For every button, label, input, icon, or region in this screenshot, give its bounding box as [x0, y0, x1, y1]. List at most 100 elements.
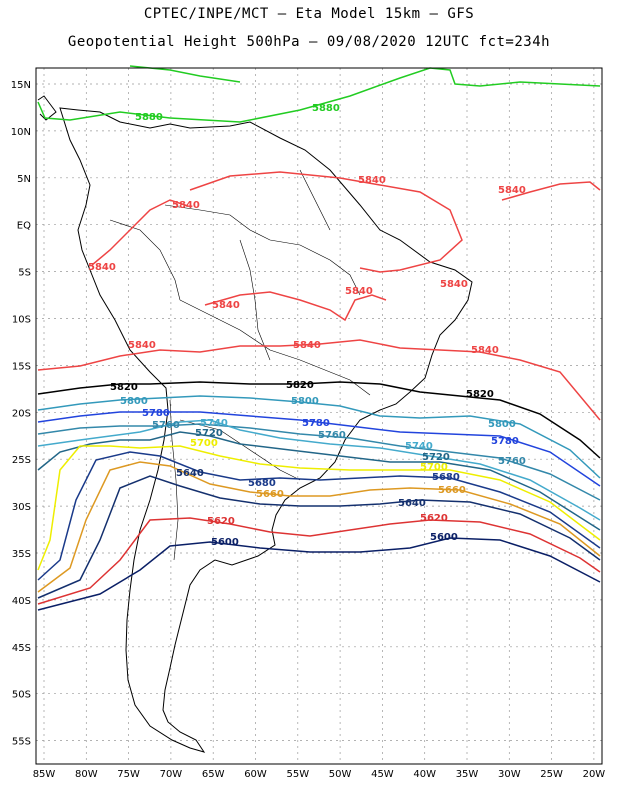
longitude-tick-label: 60W	[244, 769, 267, 780]
contour-5780-line	[37, 411, 601, 487]
contour-label-5840-f: 5840	[345, 286, 373, 297]
latitude-tick-label: 15S	[12, 361, 31, 372]
longitude-tick-label: 70W	[160, 769, 183, 780]
contour-label-5700-a: 5700	[190, 438, 218, 449]
latitude-tick-label: 55S	[12, 737, 31, 748]
map-frame	[35, 67, 603, 765]
contour-label-5740-a: 5740	[200, 418, 228, 429]
contour-label-5720-a: 5720	[195, 428, 223, 439]
contour-label-5820-b: 5820	[286, 380, 314, 391]
contour-label-5640-b: 5640	[398, 498, 426, 509]
latitude-tick-label: 10N	[11, 127, 31, 138]
contour-5840-east-line	[501, 181, 601, 201]
height-contours	[37, 65, 601, 611]
contour-label-5720-b: 5720	[422, 452, 450, 463]
contour-5760-line	[37, 423, 601, 501]
contour-5720-line	[37, 431, 601, 531]
graticule	[36, 68, 602, 764]
contour-label-5760-c: 5760	[498, 456, 526, 467]
chart-title-line-1: CPTEC/INPE/MCT – Eta Model 15km – GFS	[143, 6, 475, 22]
longitude-tick-label: 20W	[583, 769, 606, 780]
contour-label-5760-a: 5760	[152, 420, 180, 431]
longitude-tick-label: 85W	[33, 769, 56, 780]
contour-label-5700-b: 5700	[420, 462, 448, 473]
contour-label-5840-c: 5840	[172, 200, 200, 211]
coastlines	[37, 95, 473, 753]
contour-label-5880-b: 5880	[135, 112, 163, 123]
contour-label-5740-b: 5740	[405, 441, 433, 452]
contour-5840-amazon-line	[91, 199, 189, 266]
contour-label-5840-i: 5840	[293, 340, 321, 351]
contour-label-5840-b: 5840	[498, 185, 526, 196]
contour-label-5820-c: 5820	[466, 389, 494, 400]
contour-label-5780-c: 5780	[491, 436, 519, 447]
contour-5700-line	[37, 445, 601, 571]
longitude-tick-label: 45W	[371, 769, 394, 780]
south-america-coastline	[59, 107, 473, 753]
longitude-labels: 85W 80W 75W 70W 65W 60W 55W 50W 45W 40W 35W 30W 25W 2…	[33, 769, 606, 780]
longitude-tick-label: 35W	[456, 769, 479, 780]
contour-5620-line	[37, 517, 601, 605]
contour-5880-line	[37, 67, 601, 123]
longitude-tick-label: 25W	[540, 769, 563, 780]
contour-5660-line	[37, 461, 601, 593]
contour-label-5840-h: 5840	[128, 340, 156, 351]
latitude-tick-label: 25S	[12, 455, 31, 466]
contour-label-5800-c: 5800	[488, 419, 516, 430]
latitude-tick-label: EQ	[17, 221, 31, 232]
chart-title-line-2: Geopotential Height 500hPa – 09/08/2020 …	[67, 34, 551, 50]
latitude-tick-label: 50S	[12, 690, 31, 701]
contour-5600-line	[37, 537, 601, 611]
longitude-tick-label: 65W	[202, 769, 225, 780]
contour-5840-south-line	[37, 339, 601, 421]
longitude-tick-label: 55W	[286, 769, 309, 780]
contour-label-5660-b: 5660	[438, 485, 466, 496]
latitude-tick-label: 20S	[12, 408, 31, 419]
contour-labels: 5880 5880 5840 5840 5840 5840 5840 5840 …	[88, 103, 526, 548]
contour-label-5840-a: 5840	[358, 175, 386, 186]
contour-label-5840-g: 5840	[212, 300, 240, 311]
contour-5640-line	[37, 475, 601, 599]
contour-label-5820-a: 5820	[110, 382, 138, 393]
latitude-tick-label: 35S	[12, 549, 31, 560]
latitude-tick-label: 15N	[11, 80, 31, 91]
contour-5740-line	[37, 419, 601, 521]
contour-label-5680-b: 5680	[432, 472, 460, 483]
contour-label-5620-b: 5620	[420, 513, 448, 524]
latitude-tick-label: 30S	[12, 502, 31, 513]
contour-5840-north-line	[189, 171, 463, 273]
contour-5800-line	[37, 395, 601, 479]
longitude-tick-label: 80W	[75, 769, 98, 780]
longitude-tick-label: 50W	[329, 769, 352, 780]
latitude-tick-label: 40S	[12, 596, 31, 607]
country-borders	[109, 169, 371, 561]
contour-label-5640-a: 5640	[176, 468, 204, 479]
contour-label-5760-b: 5760	[318, 430, 346, 441]
contour-label-5880: 5880	[312, 103, 340, 114]
longitude-tick-label: 30W	[498, 769, 521, 780]
latitude-tick-label: 45S	[12, 643, 31, 654]
latitude-tick-label: 5N	[17, 174, 31, 185]
longitude-tick-label: 75W	[117, 769, 140, 780]
contour-label-5840-j: 5840	[471, 345, 499, 356]
contour-5680-line	[37, 451, 601, 581]
contour-label-5780-a: 5780	[142, 408, 170, 419]
contour-label-5800-a: 5800	[120, 396, 148, 407]
contour-5840-central-line	[204, 291, 387, 322]
contour-label-5600-b: 5600	[430, 532, 458, 543]
contour-label-5660-a: 5660	[256, 489, 284, 500]
contour-label-5600-a: 5600	[211, 537, 239, 548]
contour-label-5840-e: 5840	[440, 279, 468, 290]
central-america-coastline	[37, 95, 57, 121]
latitude-labels: 15N 10N 5N EQ 5S 10S 15S 20S 25S 30S 35S 40S 45S 50S 5…	[11, 80, 31, 748]
contour-label-5680-a: 5680	[248, 478, 276, 489]
contour-label-5840-d: 5840	[88, 262, 116, 273]
contour-label-5620-a: 5620	[207, 516, 235, 527]
latitude-tick-label: 5S	[18, 268, 31, 279]
latitude-tick-label: 10S	[12, 315, 31, 326]
contour-label-5800-b: 5800	[291, 396, 319, 407]
contour-5820-line	[37, 381, 601, 459]
contour-label-5780-b: 5780	[302, 418, 330, 429]
longitude-tick-label: 40W	[413, 769, 436, 780]
